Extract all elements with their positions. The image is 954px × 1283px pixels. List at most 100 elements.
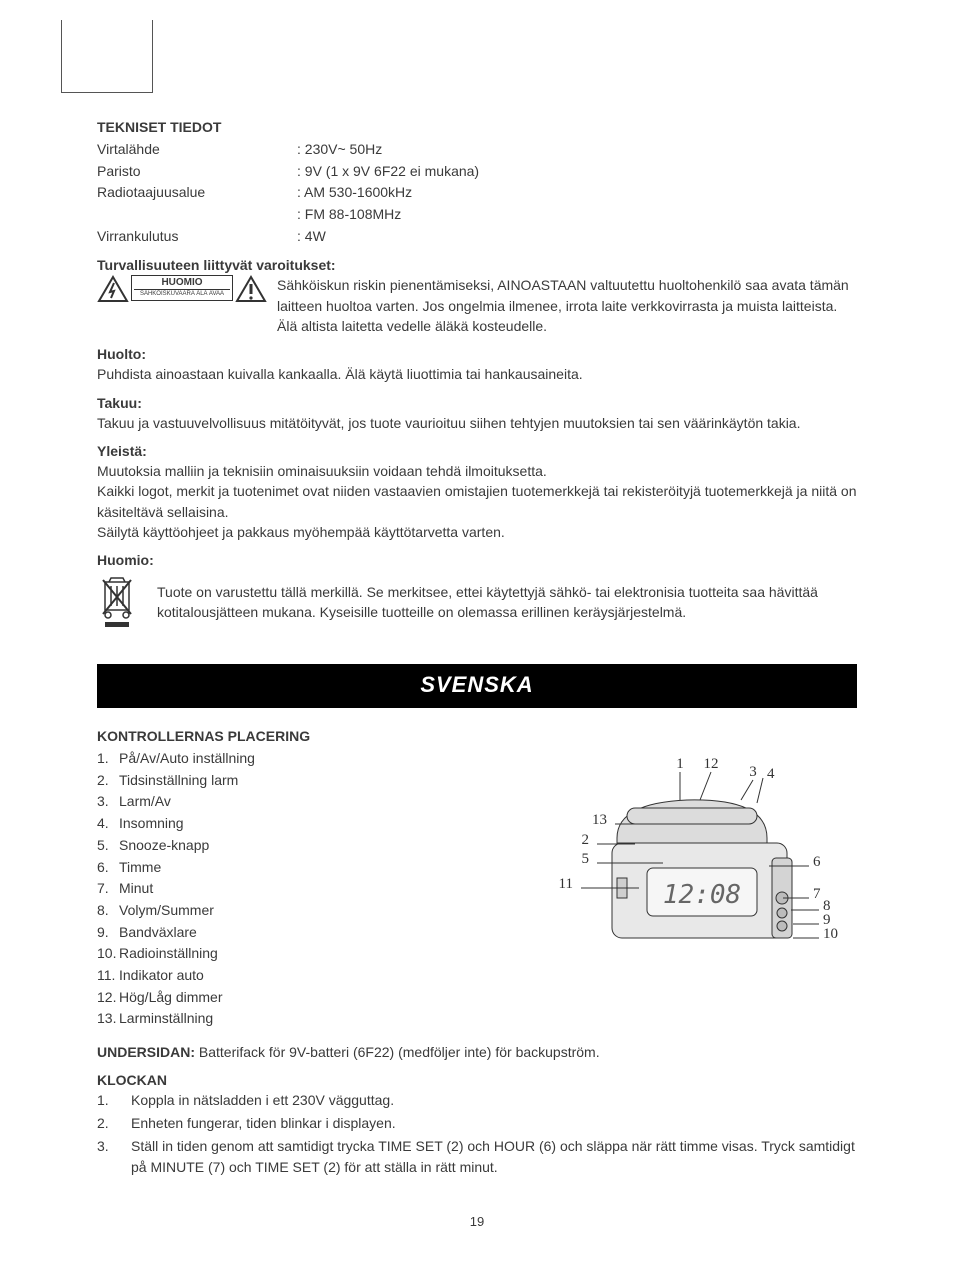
klockan-step-text: Ställ in tiden genom att samtidigt tryck… — [131, 1136, 857, 1178]
takuu-heading: Takuu: — [97, 395, 857, 411]
yleista-line: Muutoksia malliin ja teknisiin ominaisuu… — [97, 461, 857, 481]
controls-item-number: 11. — [97, 965, 119, 987]
controls-item-number: 13. — [97, 1008, 119, 1030]
spec-label: Virrankulutus — [97, 226, 297, 248]
controls-item-label: Bandväxlare — [119, 922, 197, 944]
spec-row: : FM 88-108MHz — [97, 204, 857, 226]
spec-label — [97, 204, 297, 226]
callout-number: 12 — [704, 756, 719, 772]
spec-label: Paristo — [97, 161, 297, 183]
huomio-text: Tuote on varustettu tällä merkillä. Se m… — [157, 582, 857, 623]
controls-item-label: Snooze-knapp — [119, 835, 209, 857]
yleista-line: Kaikki logot, merkit ja tuotenimet ovat … — [97, 481, 857, 522]
controls-item-number: 8. — [97, 900, 119, 922]
controls-item-label: Minut — [119, 878, 153, 900]
klockan-steps: 1.Koppla in nätsladden i ett 230V väggut… — [97, 1090, 857, 1178]
controls-item: 9.Bandväxlare — [97, 922, 477, 944]
controls-item-label: Larminställning — [119, 1008, 213, 1030]
huolto-text: Puhdista ainoastaan kuivalla kankaalla. … — [97, 364, 857, 384]
callout-number: 11 — [559, 876, 573, 892]
spec-row: Virrankulutus: 4W — [97, 226, 857, 248]
spec-label: Virtalähde — [97, 139, 297, 161]
warning-triangle-icon — [235, 275, 267, 303]
callout-number: 3 — [749, 764, 757, 780]
spec-value: : FM 88-108MHz — [297, 204, 857, 226]
controls-item: 1.På/Av/Auto inställning — [97, 748, 477, 770]
controls-item: 8.Volym/Summer — [97, 900, 477, 922]
controls-item: 6.Timme — [97, 857, 477, 879]
controls-item: 2.Tidsinställning larm — [97, 770, 477, 792]
section-tekniset: TEKNISET TIEDOT — [97, 119, 857, 135]
klockan-step: 2.Enheten fungerar, tiden blinkar i disp… — [97, 1113, 857, 1134]
controls-item-number: 5. — [97, 835, 119, 857]
undersidan-label: UNDERSIDAN: — [97, 1044, 195, 1060]
klockan-step: 1.Koppla in nätsladden i ett 230V väggut… — [97, 1090, 857, 1111]
weee-block: Tuote on varustettu tällä merkillä. Se m… — [97, 576, 857, 628]
spec-row: Virtalähde: 230V~ 50Hz — [97, 139, 857, 161]
klockan-step-text: Koppla in nätsladden i ett 230V väggutta… — [131, 1090, 857, 1111]
spec-table: Virtalähde: 230V~ 50HzParisto: 9V (1 x 9… — [97, 139, 857, 247]
weee-icon — [97, 576, 137, 628]
controls-list: 1.På/Av/Auto inställning2.Tidsinställnin… — [97, 748, 477, 1030]
controls-item-number: 12. — [97, 987, 119, 1009]
controls-item: 12.Hög/Låg dimmer — [97, 987, 477, 1009]
yleista-block: Muutoksia malliin ja teknisiin ominaisuu… — [97, 461, 857, 542]
klockan-step-number: 1. — [97, 1090, 131, 1111]
controls-item-number: 7. — [97, 878, 119, 900]
controls-item-label: Larm/Av — [119, 791, 171, 813]
caution-box: HUOMIO SÄHKÖISKUVAARA ÄLÄ AVAA — [97, 275, 267, 303]
callout-number: 4 — [767, 766, 775, 782]
controls-item: 11.Indikator auto — [97, 965, 477, 987]
callout-line — [700, 772, 711, 800]
huolto-heading: Huolto: — [97, 346, 857, 362]
safety-heading: Turvallisuuteen liittyvät varoitukset: — [97, 257, 857, 273]
controls-item-number: 3. — [97, 791, 119, 813]
caution-bot: SÄHKÖISKUVAARA ÄLÄ AVAA — [134, 290, 230, 299]
language-banner: SVENSKA — [97, 664, 857, 708]
controls-item-label: Tidsinställning larm — [119, 770, 238, 792]
takuu-text: Takuu ja vastuuvelvollisuus mitätöityvät… — [97, 413, 857, 433]
klockan-step-number: 3. — [97, 1136, 131, 1178]
controls-heading: KONTROLLERNAS PLACERING — [97, 728, 857, 744]
callout-number: 10 — [823, 926, 838, 942]
controls-item: 7.Minut — [97, 878, 477, 900]
callout-number: 6 — [813, 854, 821, 870]
controls-item-label: Indikator auto — [119, 965, 204, 987]
callout-line — [757, 778, 763, 803]
klockan-heading: KLOCKAN — [97, 1072, 857, 1088]
spec-value: : 9V (1 x 9V 6F22 ei mukana) — [297, 161, 857, 183]
controls-item-number: 6. — [97, 857, 119, 879]
undersidan-line: UNDERSIDAN: Batterifack för 9V-batteri (… — [97, 1042, 857, 1062]
caution-top: HUOMIO — [134, 277, 230, 290]
callout-number: 13 — [592, 812, 607, 828]
controls-item: 4.Insomning — [97, 813, 477, 835]
controls-item-number: 9. — [97, 922, 119, 944]
controls-item-label: Timme — [119, 857, 161, 879]
diagram-display-text: 12:08 — [663, 880, 741, 910]
controls-item-label: Volym/Summer — [119, 900, 214, 922]
controls-item-label: På/Av/Auto inställning — [119, 748, 255, 770]
spec-label: Radiotaajuusalue — [97, 182, 297, 204]
controls-item-label: Insomning — [119, 813, 184, 835]
callout-number: 1 — [676, 756, 684, 772]
yleista-line: Säilytä käyttöohjeet ja pakkaus myöhempä… — [97, 522, 857, 542]
spec-value: : AM 530-1600kHz — [297, 182, 857, 204]
callout-number: 7 — [813, 886, 821, 902]
yleista-heading: Yleistä: — [97, 443, 857, 459]
spec-row: Radiotaajuusalue: AM 530-1600kHz — [97, 182, 857, 204]
page-number: 19 — [97, 1214, 857, 1229]
klockan-step-text: Enheten fungerar, tiden blinkar i displa… — [131, 1113, 857, 1134]
spec-row: Paristo: 9V (1 x 9V 6F22 ei mukana) — [97, 161, 857, 183]
spec-value: : 230V~ 50Hz — [297, 139, 857, 161]
controls-item: 13.Larminställning — [97, 1008, 477, 1030]
callout-number: 5 — [582, 851, 590, 867]
controls-item: 5.Snooze-knapp — [97, 835, 477, 857]
spec-value: : 4W — [297, 226, 857, 248]
klockan-step-number: 2. — [97, 1113, 131, 1134]
warning-block: HUOMIO SÄHKÖISKUVAARA ÄLÄ AVAA Sähköisku… — [97, 275, 857, 336]
controls-item-label: Hög/Låg dimmer — [119, 987, 223, 1009]
top-outline-box — [61, 20, 153, 93]
safety-text: Sähköiskun riskin pienentämiseksi, AINOA… — [277, 275, 857, 336]
callout-number: 2 — [582, 832, 590, 848]
controls-item-number: 4. — [97, 813, 119, 835]
